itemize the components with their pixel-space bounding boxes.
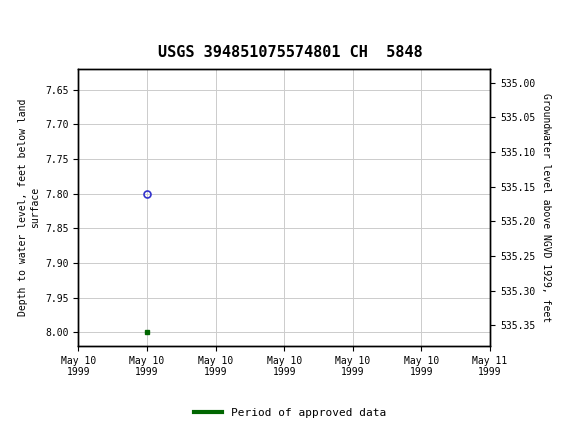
Legend: Period of approved data: Period of approved data	[190, 403, 390, 422]
Y-axis label: Depth to water level, feet below land
surface: Depth to water level, feet below land su…	[18, 99, 39, 316]
Text: USGS: USGS	[32, 12, 87, 29]
Y-axis label: Groundwater level above NGVD 1929, feet: Groundwater level above NGVD 1929, feet	[541, 93, 550, 322]
Text: USGS 394851075574801 CH  5848: USGS 394851075574801 CH 5848	[158, 45, 422, 60]
